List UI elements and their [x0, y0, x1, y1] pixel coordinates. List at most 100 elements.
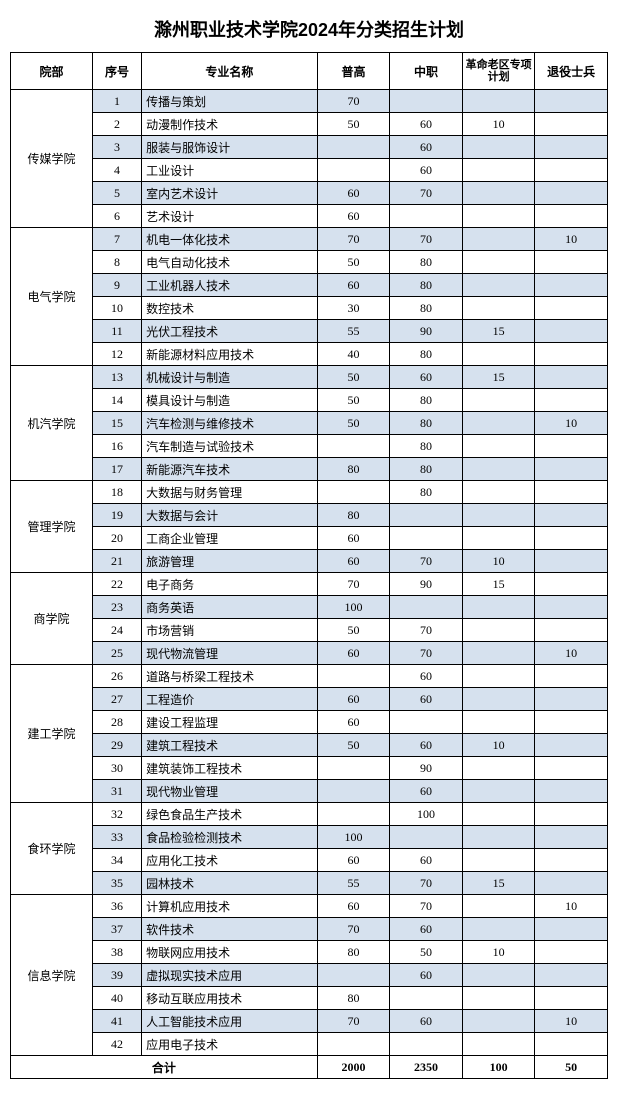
c4-cell: [535, 1033, 608, 1056]
c4-cell: 10: [535, 228, 608, 251]
c2-cell: [390, 504, 463, 527]
table-row: 3服装与服饰设计60: [11, 136, 608, 159]
c4-cell: [535, 320, 608, 343]
name-cell: 服装与服饰设计: [142, 136, 318, 159]
c4-cell: [535, 872, 608, 895]
c2-cell: 90: [390, 320, 463, 343]
name-cell: 商务英语: [142, 596, 318, 619]
idx-cell: 31: [92, 780, 141, 803]
c4-cell: [535, 159, 608, 182]
c4-cell: [535, 481, 608, 504]
table-row: 21旅游管理607010: [11, 550, 608, 573]
c1-cell: 40: [317, 343, 390, 366]
c2-cell: [390, 527, 463, 550]
c1-cell: 70: [317, 573, 390, 596]
table-row: 4工业设计60: [11, 159, 608, 182]
table-row: 机汽学院13机械设计与制造506015: [11, 366, 608, 389]
dept-cell: 管理学院: [11, 481, 93, 573]
c2-cell: 60: [390, 665, 463, 688]
c3-cell: [462, 964, 535, 987]
c1-cell: 60: [317, 205, 390, 228]
idx-cell: 13: [92, 366, 141, 389]
name-cell: 旅游管理: [142, 550, 318, 573]
c4-cell: [535, 964, 608, 987]
table-row: 23商务英语100: [11, 596, 608, 619]
c4-cell: [535, 113, 608, 136]
c2-cell: 60: [390, 1010, 463, 1033]
dept-cell: 建工学院: [11, 665, 93, 803]
c1-cell: 70: [317, 1010, 390, 1033]
c2-cell: 70: [390, 872, 463, 895]
table-row: 29建筑工程技术506010: [11, 734, 608, 757]
name-cell: 工程造价: [142, 688, 318, 711]
c4-cell: [535, 182, 608, 205]
c4-cell: [535, 90, 608, 113]
c1-cell: [317, 435, 390, 458]
idx-cell: 36: [92, 895, 141, 918]
c4-cell: 10: [535, 642, 608, 665]
c1-cell: 50: [317, 251, 390, 274]
c3-cell: 15: [462, 320, 535, 343]
c4-cell: [535, 849, 608, 872]
idx-cell: 26: [92, 665, 141, 688]
total-label: 合计: [11, 1056, 318, 1079]
table-row: 9工业机器人技术6080: [11, 274, 608, 297]
c3-cell: 15: [462, 573, 535, 596]
name-cell: 光伏工程技术: [142, 320, 318, 343]
c1-cell: 80: [317, 504, 390, 527]
c4-cell: [535, 297, 608, 320]
table-row: 15汽车检测与维修技术508010: [11, 412, 608, 435]
col-index: 序号: [92, 53, 141, 90]
name-cell: 大数据与财务管理: [142, 481, 318, 504]
c2-cell: 60: [390, 136, 463, 159]
idx-cell: 11: [92, 320, 141, 343]
name-cell: 物联网应用技术: [142, 941, 318, 964]
c4-cell: [535, 688, 608, 711]
idx-cell: 22: [92, 573, 141, 596]
c3-cell: [462, 711, 535, 734]
c4-cell: [535, 366, 608, 389]
name-cell: 市场营销: [142, 619, 318, 642]
table-row: 17新能源汽车技术8080: [11, 458, 608, 481]
idx-cell: 20: [92, 527, 141, 550]
c4-cell: [535, 711, 608, 734]
table-row: 35园林技术557015: [11, 872, 608, 895]
c2-cell: 80: [390, 458, 463, 481]
idx-cell: 6: [92, 205, 141, 228]
c2-cell: 70: [390, 619, 463, 642]
c2-cell: [390, 826, 463, 849]
idx-cell: 16: [92, 435, 141, 458]
c4-cell: [535, 458, 608, 481]
name-cell: 汽车制造与试验技术: [142, 435, 318, 458]
c1-cell: 50: [317, 113, 390, 136]
c3-cell: [462, 136, 535, 159]
c4-cell: [535, 205, 608, 228]
c2-cell: [390, 205, 463, 228]
c3-cell: [462, 619, 535, 642]
idx-cell: 12: [92, 343, 141, 366]
table-row: 20工商企业管理60: [11, 527, 608, 550]
name-cell: 现代物业管理: [142, 780, 318, 803]
idx-cell: 2: [92, 113, 141, 136]
c2-cell: 60: [390, 688, 463, 711]
c1-cell: 70: [317, 90, 390, 113]
idx-cell: 5: [92, 182, 141, 205]
c2-cell: [390, 596, 463, 619]
c1-cell: 60: [317, 274, 390, 297]
c1-cell: 55: [317, 320, 390, 343]
c4-cell: [535, 619, 608, 642]
col-c1: 普高: [317, 53, 390, 90]
c1-cell: 70: [317, 918, 390, 941]
c4-cell: [535, 389, 608, 412]
c3-cell: [462, 412, 535, 435]
c3-cell: [462, 918, 535, 941]
idx-cell: 25: [92, 642, 141, 665]
c2-cell: 60: [390, 780, 463, 803]
idx-cell: 15: [92, 412, 141, 435]
name-cell: 计算机应用技术: [142, 895, 318, 918]
name-cell: 机电一体化技术: [142, 228, 318, 251]
c3-cell: [462, 780, 535, 803]
total-c4: 50: [535, 1056, 608, 1079]
c1-cell: 80: [317, 941, 390, 964]
name-cell: 传播与策划: [142, 90, 318, 113]
